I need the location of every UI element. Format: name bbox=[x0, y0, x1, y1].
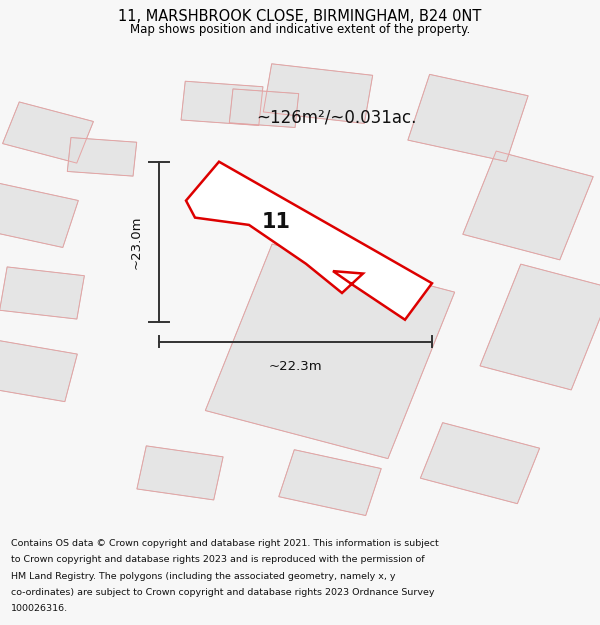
Polygon shape bbox=[0, 340, 77, 402]
Polygon shape bbox=[421, 422, 539, 504]
Text: Map shows position and indicative extent of the property.: Map shows position and indicative extent… bbox=[130, 23, 470, 36]
Text: ~126m²/~0.031ac.: ~126m²/~0.031ac. bbox=[256, 109, 416, 127]
Text: to Crown copyright and database rights 2023 and is reproduced with the permissio: to Crown copyright and database rights 2… bbox=[11, 555, 424, 564]
Polygon shape bbox=[181, 81, 263, 126]
Text: 100026316.: 100026316. bbox=[11, 604, 68, 613]
Polygon shape bbox=[67, 138, 137, 176]
Polygon shape bbox=[263, 64, 373, 124]
Polygon shape bbox=[0, 267, 85, 319]
Text: 11: 11 bbox=[262, 213, 290, 232]
Text: ~23.0m: ~23.0m bbox=[130, 215, 143, 269]
Text: 11, MARSHBROOK CLOSE, BIRMINGHAM, B24 0NT: 11, MARSHBROOK CLOSE, BIRMINGHAM, B24 0N… bbox=[118, 9, 482, 24]
Polygon shape bbox=[229, 89, 299, 127]
Text: HM Land Registry. The polygons (including the associated geometry, namely x, y: HM Land Registry. The polygons (includin… bbox=[11, 571, 395, 581]
Polygon shape bbox=[0, 183, 79, 248]
Text: Contains OS data © Crown copyright and database right 2021. This information is : Contains OS data © Crown copyright and d… bbox=[11, 539, 439, 548]
Text: co-ordinates) are subject to Crown copyright and database rights 2023 Ordnance S: co-ordinates) are subject to Crown copyr… bbox=[11, 588, 434, 597]
Polygon shape bbox=[279, 450, 381, 516]
Polygon shape bbox=[137, 446, 223, 500]
Polygon shape bbox=[408, 74, 528, 161]
Text: ~22.3m: ~22.3m bbox=[269, 360, 322, 373]
Polygon shape bbox=[463, 151, 593, 260]
Polygon shape bbox=[186, 162, 432, 320]
Polygon shape bbox=[480, 264, 600, 390]
Polygon shape bbox=[205, 244, 455, 459]
Polygon shape bbox=[2, 102, 94, 163]
